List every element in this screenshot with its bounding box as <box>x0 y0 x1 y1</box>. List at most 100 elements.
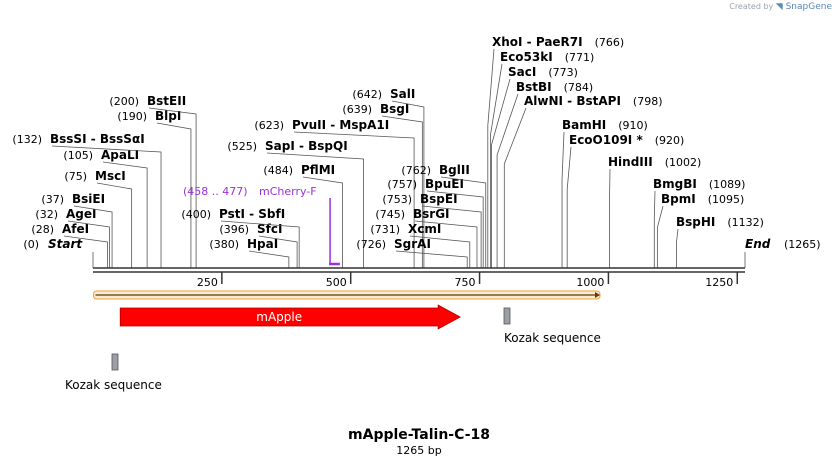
site-xhoi: XhoI - PaeR7I (766) <box>487 35 625 268</box>
site-position: (784) <box>564 81 594 94</box>
site-position: (731) <box>370 223 400 236</box>
site-position: (200) <box>109 95 139 108</box>
site-pvuii: PvuII - MspA1I (623) <box>254 118 415 268</box>
snapgene-logo: ◥ SnapGene <box>775 2 832 12</box>
site-line <box>609 168 611 268</box>
site-position: (32) <box>35 208 58 221</box>
site-name: BssSI - BssSαI <box>50 132 145 146</box>
site-bamhi: BamHI (910) <box>561 118 648 268</box>
site-name: XhoI - PaeR7I <box>492 35 583 49</box>
site-name: PflMI <box>301 163 335 177</box>
ruler-label: 500 <box>326 276 347 289</box>
orf-bar <box>93 290 601 300</box>
restriction-sites: AfeI (28) AgeI (32) BsiEI (37) MscI (75) ApaLI (1… <box>12 35 764 268</box>
site-name: BamHI <box>562 118 606 132</box>
site-name: BpuEI <box>425 177 464 191</box>
ruler-label: 1000 <box>576 276 604 289</box>
site-afei: AfeI (28) <box>31 222 108 268</box>
site-position: (642) <box>352 88 382 101</box>
site-position: (1132) <box>727 216 764 229</box>
site-name: AgeI <box>66 207 96 221</box>
site-name: SalI <box>390 87 415 101</box>
site-name: HpaI <box>247 237 278 251</box>
site-name: AlwNI - BstAPI <box>524 94 621 108</box>
site-bsphi: BspHI (1132) <box>676 215 764 268</box>
site-line <box>561 131 565 268</box>
site-bsssi: BssSI - BssSαI (132) <box>12 132 162 268</box>
mapple-arrow <box>119 304 461 330</box>
site-position: (105) <box>63 149 93 162</box>
kozak-box <box>503 307 511 325</box>
site-sali: SalI (642) <box>352 87 425 268</box>
site-name: BsgI <box>380 102 409 116</box>
site-line <box>51 145 162 268</box>
site-line <box>421 205 482 268</box>
site-name: PvuII - MspA1I <box>292 118 389 132</box>
site-apali: ApaLI (105) <box>63 148 148 268</box>
site-saci: SacI (773) <box>491 65 578 268</box>
site-bsiei: BsiEI (37) <box>41 192 113 268</box>
feature-mapple: mApple <box>119 304 461 330</box>
site-name: BstBI <box>516 80 552 94</box>
site-eco53ki: Eco53kI (771) <box>489 50 594 268</box>
site-line <box>409 235 471 268</box>
site-bmgbi: BmgBI (1089) <box>653 177 745 268</box>
site-name: PstI - SbfI <box>219 207 285 221</box>
site-position: (75) <box>64 170 87 183</box>
site-position: (525) <box>227 140 257 153</box>
site-position: (190) <box>117 110 147 123</box>
start-name: Start <box>48 237 83 251</box>
site-position: (745) <box>375 208 405 221</box>
map-length: 1265 bp <box>396 444 442 457</box>
site-name: AfeI <box>62 222 89 236</box>
site-line <box>148 107 197 268</box>
site-line <box>496 93 519 268</box>
site-name: BpmI <box>661 192 696 206</box>
site-line <box>426 190 484 268</box>
map-title: mApple-Talin-C-18 <box>348 427 490 443</box>
primer-range: (458 .. 477) <box>183 185 248 198</box>
site-line <box>566 146 572 268</box>
site-line <box>503 107 527 268</box>
site-name: BstEII <box>147 94 186 108</box>
mapple-label: mApple <box>256 310 302 324</box>
credit-prefix: Created by <box>729 2 774 11</box>
end-label: End (1265) <box>744 237 821 268</box>
site-line <box>653 190 656 268</box>
ruler-label: 250 <box>197 276 218 289</box>
site-name: ApaLI <box>101 148 139 162</box>
site-blpi: BlpI (190) <box>117 109 192 268</box>
credit-brand: SnapGene <box>785 2 832 12</box>
site-bsteii: BstEII (200) <box>109 94 197 268</box>
ruler-label: 1250 <box>705 276 733 289</box>
start-position: (0) <box>23 238 39 251</box>
features: mApple Kozak sequence Kozak sequence <box>65 304 601 392</box>
site-line <box>248 250 290 268</box>
site-position: (762) <box>401 164 431 177</box>
site-line <box>220 220 300 268</box>
site-line <box>656 205 664 268</box>
site-line <box>391 100 425 268</box>
site-position: (798) <box>633 95 663 108</box>
end-position: (1265) <box>784 238 821 251</box>
site-bsrgi: BsrGI (745) <box>375 207 478 268</box>
site-position: (726) <box>356 238 386 251</box>
primer-name: mCherry-F <box>259 185 317 198</box>
site-name: SgrAI <box>394 237 431 251</box>
site-position: (766) <box>595 36 625 49</box>
site-name: EcoO109I * <box>569 133 643 147</box>
site-name: SapI - BspQI <box>265 139 348 153</box>
site-position: (400) <box>181 208 211 221</box>
site-sgrai: SgrAI (726) <box>356 237 468 268</box>
site-position: (380) <box>209 238 239 251</box>
orf-arrowhead <box>595 292 600 298</box>
site-bpmi: BpmI (1095) <box>656 192 744 268</box>
site-hindiii: HindIII (1002) <box>608 155 701 268</box>
site-line <box>491 78 511 268</box>
site-name: SacI <box>508 65 536 79</box>
site-alwni: AlwNI - BstAPI (798) <box>503 94 663 268</box>
site-line <box>489 63 503 268</box>
feature-kozak-2: Kozak sequence <box>503 307 601 345</box>
site-bspei: BspEI (753) <box>382 192 482 268</box>
